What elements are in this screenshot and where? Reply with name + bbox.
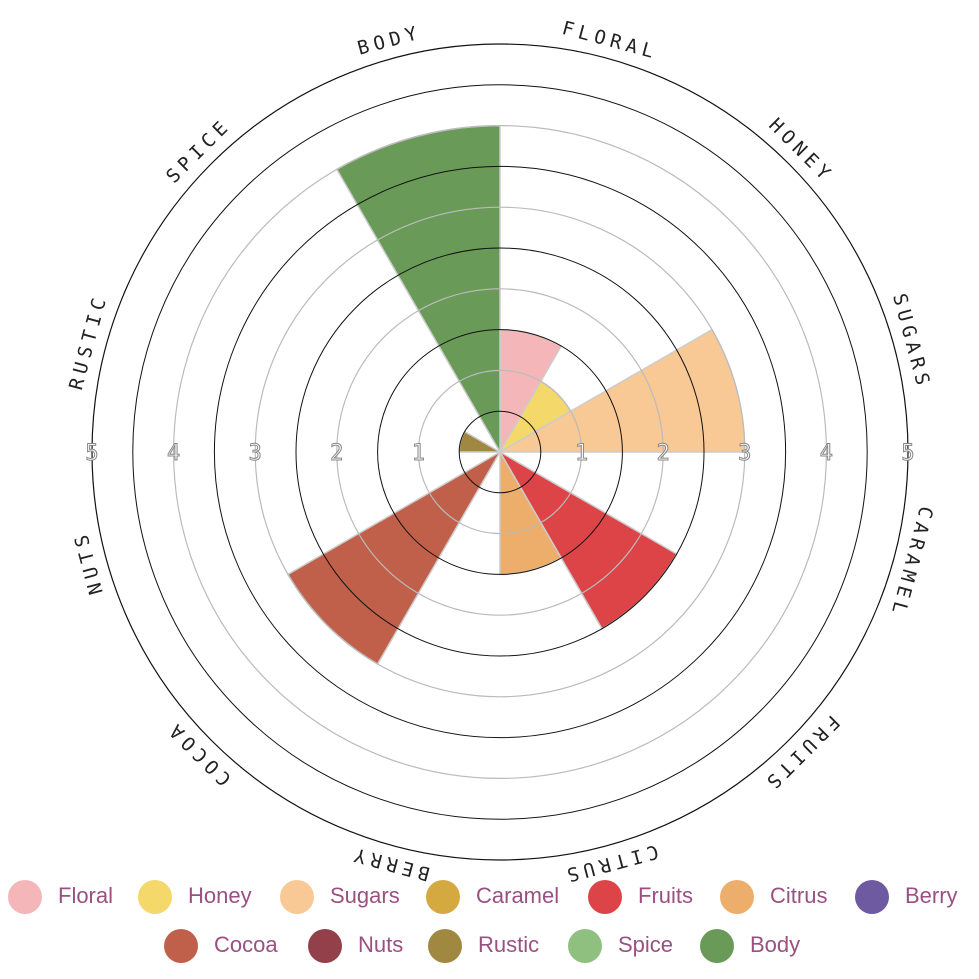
legend-label: Sugars [330,883,400,908]
legend-item: Honey [138,880,252,914]
r-tick-label: 4 [820,441,833,466]
legend-label: Cocoa [214,932,278,957]
legend-item: Floral [8,880,113,914]
legend-swatch [308,929,342,963]
legend-swatch [426,880,460,914]
category-label: Sugars [888,291,935,392]
legend-item: Body [700,929,800,963]
r-tick-label: 1 [575,441,588,466]
legend-item: Rustic [428,929,539,963]
r-tick-label: 5 [901,441,914,466]
legend-swatch [568,929,602,963]
category-label: Citrus [560,840,661,887]
legend-item: Spice [568,929,673,963]
grid-line [336,288,664,616]
legend-swatch [164,929,198,963]
legend-label: Berry [905,883,958,908]
legend-item: Caramel [426,880,559,914]
wedge [335,124,501,455]
category-label: Fruits [759,711,844,796]
legend-item: Cocoa [164,929,278,963]
legend-swatch [8,880,42,914]
legend-label: Spice [618,932,673,957]
r-tick-label: 3 [249,441,262,466]
legend-swatch [588,880,622,914]
legend-label: Floral [58,883,113,908]
category-label: Berry [347,842,432,885]
wedge [286,449,503,666]
legend-item: Citrus [720,880,827,914]
r-tick-label: 2 [657,441,670,466]
legend-label: Citrus [770,883,827,908]
category-label: Rustic [65,291,112,392]
legend-swatch [720,880,754,914]
legend-swatch [855,880,889,914]
r-tick-label: 2 [330,441,343,466]
r-tick-label: 3 [738,441,751,466]
r-tick-label: 5 [85,441,98,466]
r-tick-label: 1 [412,441,425,466]
grid-line [91,43,909,861]
grid [91,43,909,861]
legend-item: Nuts [308,929,403,963]
category-label: Caramel [886,504,937,621]
category-label: Body [355,21,424,59]
grid-line [254,206,746,698]
grid-ring [213,165,787,739]
legend-label: Body [750,932,800,957]
grid-ring [458,410,542,494]
grid-ring [132,84,868,820]
grid-line [417,369,583,535]
grid-line [173,125,827,779]
legend-label: Nuts [358,932,403,957]
legend-label: Rustic [478,932,539,957]
legend-label: Caramel [476,883,559,908]
legend-item: Sugars [280,880,400,914]
category-label: Nuts [69,528,107,597]
category-label: Floral [560,17,661,64]
legend-item: Berry [855,880,958,914]
legend-swatch [138,880,172,914]
grid-ring [295,247,705,657]
legend-swatch [700,929,734,963]
legend-swatch [428,929,462,963]
grid-ring [377,329,623,575]
legend-label: Honey [188,883,252,908]
legend-swatch [280,880,314,914]
legend-label: Fruits [638,883,693,908]
legend-item: Fruits [588,880,693,914]
r-tick-label: 4 [167,441,180,466]
